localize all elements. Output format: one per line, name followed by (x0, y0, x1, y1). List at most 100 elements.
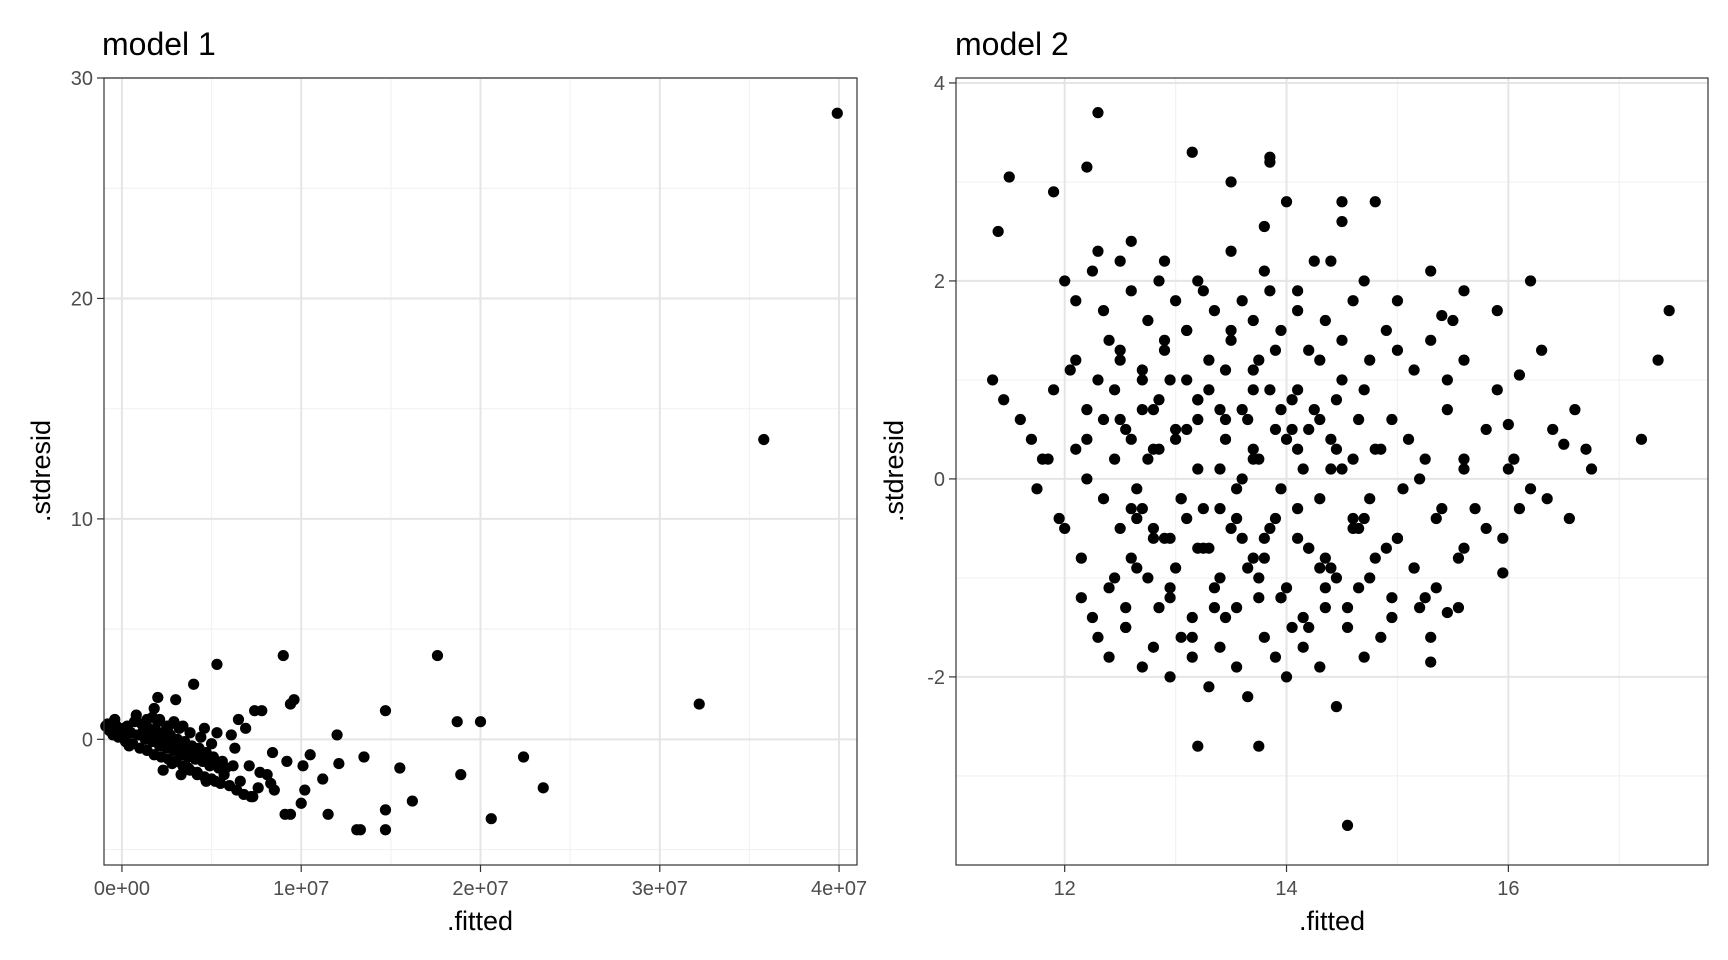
data-point (831, 107, 843, 119)
data-point (1264, 285, 1276, 297)
data-point (1547, 423, 1559, 436)
data-point (1048, 186, 1060, 198)
data-point (1414, 473, 1426, 485)
data-point (116, 729, 128, 741)
data-point (157, 764, 169, 776)
data-point (200, 775, 212, 787)
data-point (1225, 334, 1237, 346)
data-point (297, 760, 309, 772)
data-point (1264, 384, 1276, 396)
data-point (1258, 265, 1270, 277)
data-point (1097, 413, 1110, 426)
data-point (281, 755, 293, 767)
data-point (1203, 542, 1215, 554)
data-point (1114, 344, 1126, 356)
data-point (1125, 235, 1137, 247)
data-point (1181, 374, 1193, 386)
data-point (1125, 552, 1137, 564)
data-point (1181, 423, 1193, 436)
data-point (1275, 483, 1287, 495)
data-point (1458, 542, 1470, 554)
data-point (1253, 592, 1265, 604)
data-point (1319, 582, 1331, 594)
data-point (234, 775, 246, 787)
data-point (1247, 443, 1259, 455)
data-point (284, 698, 297, 710)
data-point (1208, 602, 1221, 614)
data-point (304, 749, 316, 761)
data-point (1164, 592, 1176, 604)
data-point (1264, 151, 1276, 163)
data-point (992, 225, 1004, 238)
data-point (1330, 701, 1343, 713)
data-point (1308, 255, 1320, 267)
data-point (1314, 354, 1326, 366)
data-point (227, 760, 239, 772)
data-point (1491, 384, 1503, 396)
data-point (1236, 295, 1248, 307)
data-point (1425, 656, 1437, 668)
data-point (1297, 463, 1309, 475)
data-point (1064, 364, 1076, 376)
data-point (1170, 423, 1182, 436)
data-point (1425, 265, 1437, 277)
data-point (205, 738, 218, 750)
data-point (1070, 295, 1082, 307)
data-point (1053, 512, 1065, 525)
data-point (1136, 503, 1148, 515)
data-point (1314, 661, 1326, 673)
data-point (1147, 532, 1160, 544)
data-point (1142, 453, 1154, 465)
data-point (1275, 324, 1287, 337)
data-point (1425, 631, 1437, 643)
data-point (1314, 413, 1326, 426)
data-point (1325, 562, 1337, 574)
data-point (198, 722, 210, 734)
data-point (1109, 572, 1121, 584)
data-point (1225, 324, 1237, 337)
data-point (1447, 314, 1459, 327)
data-point (1186, 631, 1198, 643)
data-point (1214, 641, 1226, 653)
data-point (1358, 651, 1370, 663)
ticks: 0e+00 1e+07 2e+07 3e+07 4e+07 0 10 20 30 (71, 68, 867, 900)
data-point (1436, 309, 1448, 322)
data-point (1336, 463, 1348, 475)
data-point (1214, 463, 1226, 475)
data-point (1458, 285, 1470, 297)
data-point (322, 808, 334, 820)
data-point (1391, 532, 1404, 544)
data-point (1225, 176, 1237, 188)
data-point (1231, 512, 1243, 525)
data-point (1103, 651, 1115, 663)
data-point (1508, 453, 1520, 465)
data-point (1247, 364, 1259, 376)
data-point (1336, 334, 1348, 346)
data-point (1491, 305, 1503, 317)
y-tick-label: 10 (71, 509, 93, 531)
data-point (279, 808, 291, 820)
y-axis-title: .stdresid (26, 420, 56, 522)
data-point (1286, 423, 1298, 436)
data-point (1563, 512, 1575, 525)
data-point (1303, 621, 1315, 634)
data-point (240, 722, 252, 734)
data-point (1375, 631, 1387, 643)
data-point (1219, 611, 1232, 624)
data-point (1480, 423, 1492, 436)
data-point (130, 709, 142, 721)
data-point (1280, 196, 1293, 208)
data-point (1236, 404, 1248, 416)
data-point (168, 716, 180, 728)
x-axis-title: .fitted (1299, 906, 1365, 936)
data-point (1170, 433, 1182, 445)
data-point (1269, 344, 1282, 356)
data-point (1048, 384, 1060, 396)
data-point (1330, 443, 1343, 455)
data-point (152, 691, 164, 704)
data-point (1214, 404, 1226, 416)
data-point (1275, 404, 1287, 416)
data-point (1536, 344, 1548, 356)
data-point (1325, 255, 1337, 267)
data-point (758, 433, 770, 446)
